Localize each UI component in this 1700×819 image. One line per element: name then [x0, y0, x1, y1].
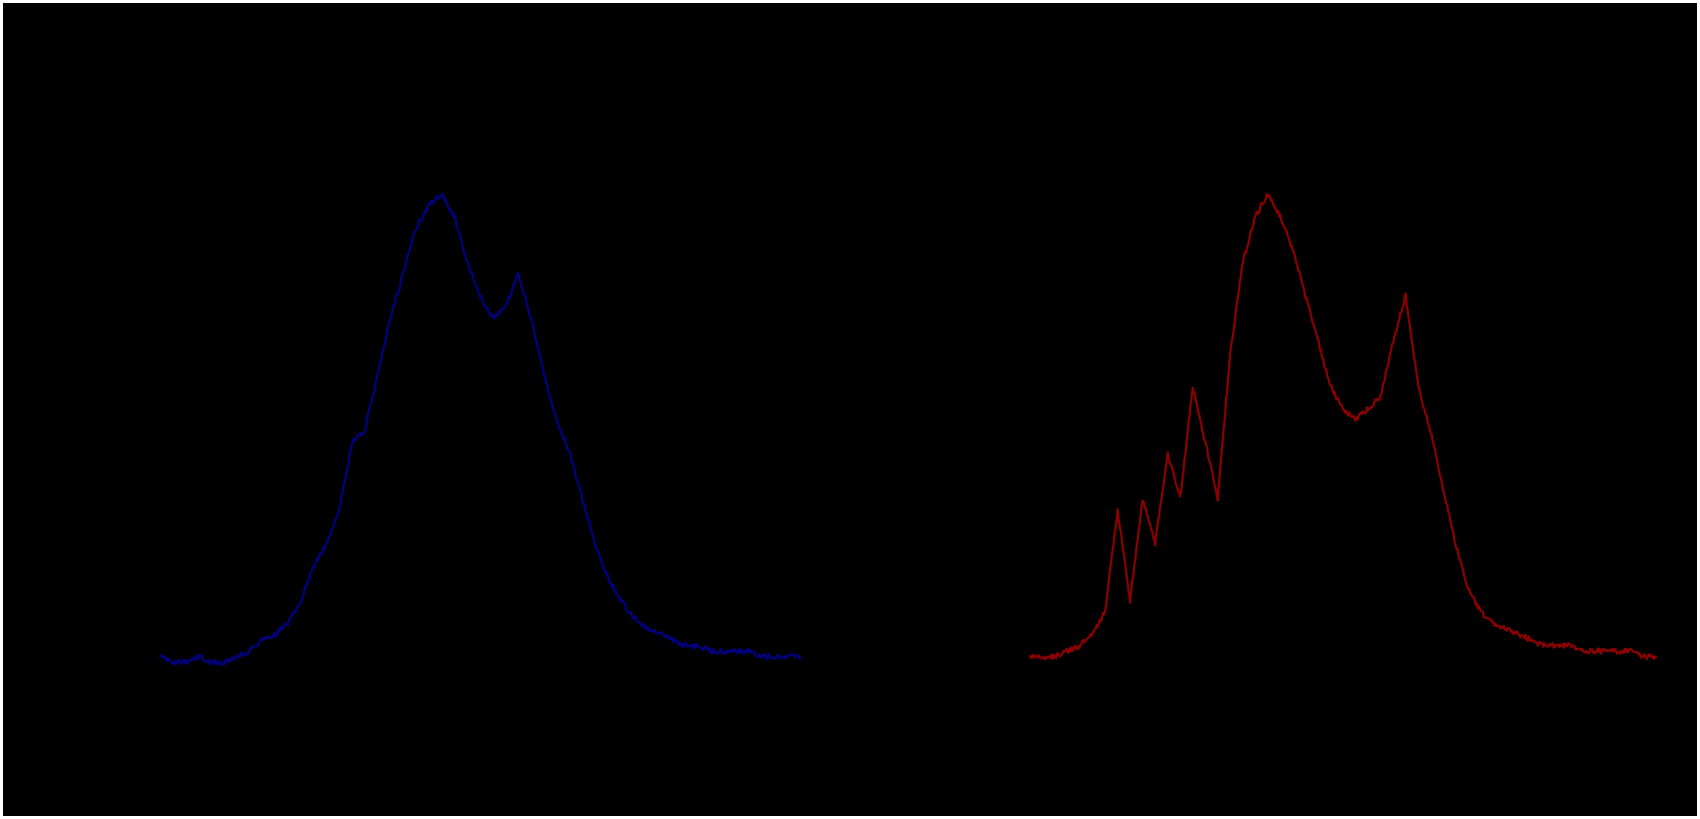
- red-spectrum-line: [1028, 193, 1658, 661]
- right-spectrum-panel: [1028, 193, 1658, 661]
- blue-spectrum-line: [158, 192, 802, 667]
- plot-background: [3, 3, 1697, 816]
- left-spectrum-panel: [158, 192, 802, 667]
